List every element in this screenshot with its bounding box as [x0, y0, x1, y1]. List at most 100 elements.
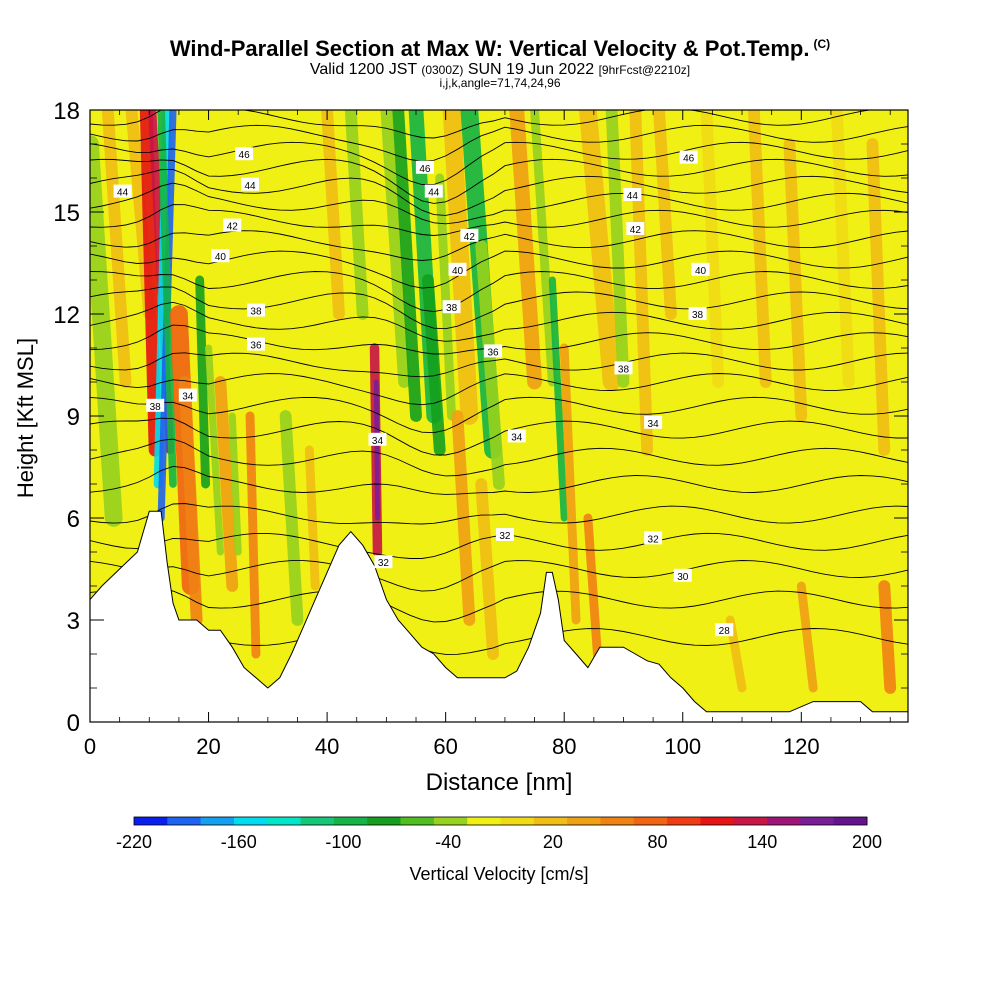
contour-label-text: 34 — [648, 419, 660, 430]
isentrope-line — [90, 271, 908, 313]
velocity-band — [228, 412, 242, 556]
grid-indices: i,j,k,angle=71,74,24,96 — [439, 76, 561, 90]
velocity-band — [475, 240, 505, 490]
contour-label-text: 34 — [372, 436, 384, 447]
colorbar-swatch — [267, 817, 302, 825]
colorbar-swatch — [200, 817, 235, 825]
x-tick-label: 80 — [552, 734, 576, 759]
colorbar-swatch — [367, 817, 402, 825]
contour-label-text: 34 — [182, 392, 194, 403]
valid-utc: (0300Z) — [421, 63, 464, 77]
velocity-band — [530, 110, 557, 387]
velocity-band — [392, 110, 422, 422]
isentrope-line — [90, 373, 908, 406]
y-tick-label: 9 — [67, 404, 80, 431]
contour-label-text: 36 — [250, 341, 262, 352]
velocity-band — [653, 110, 677, 320]
isentrope-line — [90, 503, 908, 525]
velocity-band — [509, 110, 542, 390]
colorbar-swatch — [800, 817, 835, 825]
contour-label: 36 — [246, 337, 265, 352]
velocity-band — [204, 344, 224, 556]
chart-title: Wind-Parallel Section at Max W: Vertical… — [169, 36, 831, 61]
contour-label-text: 44 — [244, 181, 256, 192]
contour-label: 32 — [495, 528, 514, 542]
colorbar-swatch — [500, 817, 535, 825]
y-tick-label: 3 — [67, 608, 80, 635]
contour-label-text: 42 — [464, 232, 476, 243]
y-tick-label: 0 — [67, 710, 80, 737]
velocity-band — [178, 376, 203, 626]
contour-label-text: 44 — [117, 188, 129, 199]
velocity-band — [866, 138, 891, 456]
colorbar-swatch — [467, 817, 501, 825]
velocity-band — [214, 376, 239, 592]
isentrope-line — [90, 286, 908, 330]
colorbar-swatch — [833, 817, 868, 825]
contour-label-text: 38 — [446, 303, 458, 314]
contour-label: 44 — [424, 184, 443, 199]
x-tick-label: 40 — [315, 734, 339, 759]
contour-label-text: 44 — [627, 191, 639, 202]
velocity-band — [435, 173, 457, 421]
isentrope-line — [90, 560, 908, 592]
isentrope-line — [90, 438, 908, 477]
isentrope-line — [90, 352, 908, 378]
velocity-band — [344, 110, 369, 320]
contour-label-text: 38 — [618, 364, 630, 375]
x-tick-label: 0 — [84, 734, 96, 759]
isentrope-line — [90, 396, 908, 434]
velocity-band — [157, 110, 177, 488]
colorbar-tick-label: 200 — [852, 832, 882, 852]
contour-label: 30 — [673, 568, 692, 583]
isentrope-line — [90, 417, 908, 456]
contour-label: 34 — [644, 415, 663, 430]
contour-label: 46 — [415, 160, 434, 175]
contour-label: 40 — [211, 249, 230, 263]
contour-label-text: 44 — [428, 188, 440, 199]
y-tick-label: 12 — [53, 302, 80, 329]
contour-label-text: 38 — [250, 307, 262, 318]
contour-label: 38 — [688, 307, 707, 321]
colorbar-swatch — [567, 817, 601, 825]
contour-label: 44 — [113, 184, 132, 199]
y-tick-label: 6 — [67, 506, 80, 533]
colorbar-frame — [133, 816, 868, 826]
velocity-band — [796, 581, 818, 693]
colorbar-label: Vertical Velocity [cm/s] — [409, 864, 588, 884]
contour-label: 34 — [507, 429, 526, 443]
isentrope-line — [90, 110, 873, 139]
isentrope-line — [90, 230, 908, 261]
colorbar-swatch — [533, 817, 568, 825]
contour-label: 34 — [178, 388, 197, 403]
colorbar-swatch — [400, 817, 435, 825]
isentrope-line — [90, 141, 908, 185]
velocity-band — [700, 110, 725, 388]
velocity-band — [747, 110, 772, 388]
x-axis-label: Distance [nm] — [426, 769, 573, 796]
contour-labels: 44 46 44 42 40 38 36 38 34 46 44 42 40 38 36 34 34 32 32 46… — [113, 147, 734, 637]
contour-label: 28 — [715, 623, 734, 637]
contour-label: 46 — [679, 150, 698, 165]
contour-label-text: 42 — [630, 225, 642, 236]
contour-label: 42 — [626, 222, 645, 236]
x-tick-label: 20 — [196, 734, 220, 759]
contour-label-text: 46 — [683, 154, 695, 165]
contour-label: 38 — [614, 361, 633, 375]
x-tick-label: 60 — [433, 734, 457, 759]
isentrope-line — [90, 465, 908, 495]
contour-label: 38 — [442, 300, 461, 314]
contour-label-text: 30 — [677, 572, 689, 583]
contour-label-text: 32 — [499, 531, 511, 542]
contour-label: 44 — [241, 177, 260, 192]
colorbar-tick-label: -100 — [325, 832, 361, 852]
contour-label-text: 40 — [215, 252, 227, 263]
contour-label-text: 28 — [719, 626, 731, 637]
contour-label: 40 — [691, 262, 710, 277]
copyright-mark: (C) — [813, 36, 831, 51]
velocity-band — [421, 274, 446, 456]
colorbar-tick-label: 140 — [747, 832, 777, 852]
colorbar-swatch — [600, 817, 635, 825]
velocity-band — [321, 110, 345, 320]
velocity-band — [90, 135, 123, 527]
